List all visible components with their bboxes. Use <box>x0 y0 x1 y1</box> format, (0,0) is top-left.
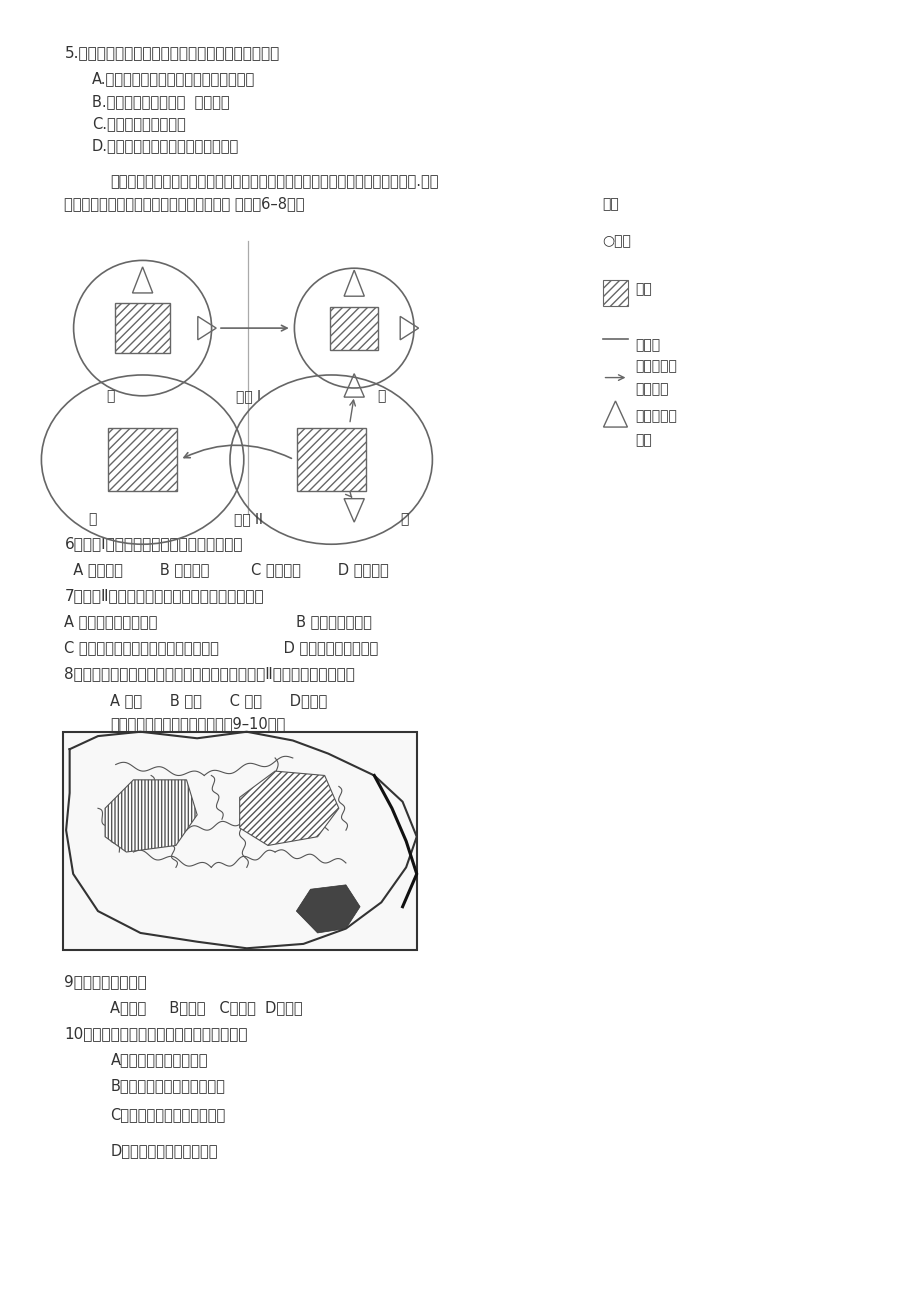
Text: D．地形起伏大，春旱严重: D．地形起伏大，春旱严重 <box>110 1143 218 1159</box>
Bar <box>62 732 416 950</box>
Text: A 城市用地规模的扩大                              B 城市人口的增加: A 城市用地规模的扩大 B 城市人口的增加 <box>64 615 372 630</box>
Text: B．地处暖温带，光热条件好: B．地处暖温带，光热条件好 <box>110 1078 225 1094</box>
Bar <box>115 303 170 353</box>
Text: C 便利的交通及保鲜、冷藏技术的发展              D 城市居民收入的提高: C 便利的交通及保鲜、冷藏技术的发展 D 城市居民收入的提高 <box>64 641 379 656</box>
Text: A．地形平坦，土壤肥沃: A．地形平坦，土壤肥沃 <box>110 1052 208 1068</box>
Text: 改革开放后，我国的农业生产发生了翻天覆地的变化，人民的生活水平不断提高.右图: 改革开放后，我国的农业生产发生了翻天覆地的变化，人民的生活水平不断提高.右图 <box>110 174 438 190</box>
Text: 销售方向: 销售方向 <box>635 383 668 396</box>
Text: ○城市: ○城市 <box>602 234 630 247</box>
Bar <box>602 280 628 306</box>
Text: A.机械化水平高；光照强，气温日较差大: A.机械化水平高；光照强，气温日较差大 <box>92 72 255 87</box>
Text: B.地广人稀；人口稠密  劳动力多: B.地广人稀；人口稠密 劳动力多 <box>92 94 230 109</box>
Bar <box>297 428 366 491</box>
Text: 阶段 ll: 阶段 ll <box>233 513 263 526</box>
Text: 7．阶段Ⅱ鲜花和蔬菜产区区位变化的主要原因是: 7．阶段Ⅱ鲜花和蔬菜产区区位变化的主要原因是 <box>64 589 264 604</box>
Text: 9．该种水果可能是: 9．该种水果可能是 <box>64 974 147 990</box>
Text: 图例: 图例 <box>602 198 618 211</box>
Polygon shape <box>105 780 197 852</box>
Text: D.土壤肥沃；光照强，气温日较差大: D.土壤肥沃；光照强，气温日较差大 <box>92 138 239 154</box>
Text: 表示某种农产品生产和销售的一般模式。据 图完成6–8题。: 表示某种农产品生产和销售的一般模式。据 图完成6–8题。 <box>64 197 304 212</box>
Bar <box>108 428 176 491</box>
Text: 5.甲、乙两图中农业生产的主要优势自然因素分别是: 5.甲、乙两图中农业生产的主要优势自然因素分别是 <box>64 46 279 61</box>
Text: C．气候湿润，灌溉水源充足: C．气候湿润，灌溉水源充足 <box>110 1107 225 1122</box>
Text: 6．阶段Ⅰ鲜花和蔬菜产区的主要区位因素是: 6．阶段Ⅰ鲜花和蔬菜产区的主要区位因素是 <box>64 536 243 552</box>
Text: 乙: 乙 <box>377 389 386 402</box>
Text: A．柑橘     B．香蕉   C．苹果  D．葡萄: A．柑橘 B．香蕉 C．苹果 D．葡萄 <box>110 1000 302 1016</box>
Text: C.地形平坦；热量充足: C.地形平坦；热量充足 <box>92 116 186 132</box>
Text: A 春季      B 夏季      C 秋季      D．冬季: A 春季 B 夏季 C 秋季 D．冬季 <box>110 693 327 708</box>
Text: 城市界: 城市界 <box>635 339 660 352</box>
Text: 城区: 城区 <box>635 283 652 296</box>
Polygon shape <box>239 771 338 845</box>
Text: 乙: 乙 <box>400 513 409 526</box>
Text: 鲜花、蔬菜: 鲜花、蔬菜 <box>635 359 677 372</box>
Text: 10．该水果优势产区共同的优势自然条件是: 10．该水果优势产区共同的优势自然条件是 <box>64 1026 247 1042</box>
Text: 读我国某种水果优势产区，回答9–10题。: 读我国某种水果优势产区，回答9–10题。 <box>110 716 285 732</box>
Text: A 地势平坦        B 气候优越         C 距城区近        D 水源充足: A 地势平坦 B 气候优越 C 距城区近 D 水源充足 <box>64 562 389 578</box>
Text: 甲: 甲 <box>87 513 96 526</box>
Polygon shape <box>296 885 359 934</box>
Text: 甲: 甲 <box>106 389 115 402</box>
Bar <box>330 306 378 349</box>
Text: 8．若甲城市在河北省，己城市在广东省，则阶段Ⅱ运输量最大的季节是: 8．若甲城市在河北省，己城市在广东省，则阶段Ⅱ运输量最大的季节是 <box>64 667 355 682</box>
Text: 产区: 产区 <box>635 434 652 447</box>
Text: 阶段 l: 阶段 l <box>235 389 261 402</box>
Text: 鲜花、蔬菜: 鲜花、蔬菜 <box>635 410 677 423</box>
